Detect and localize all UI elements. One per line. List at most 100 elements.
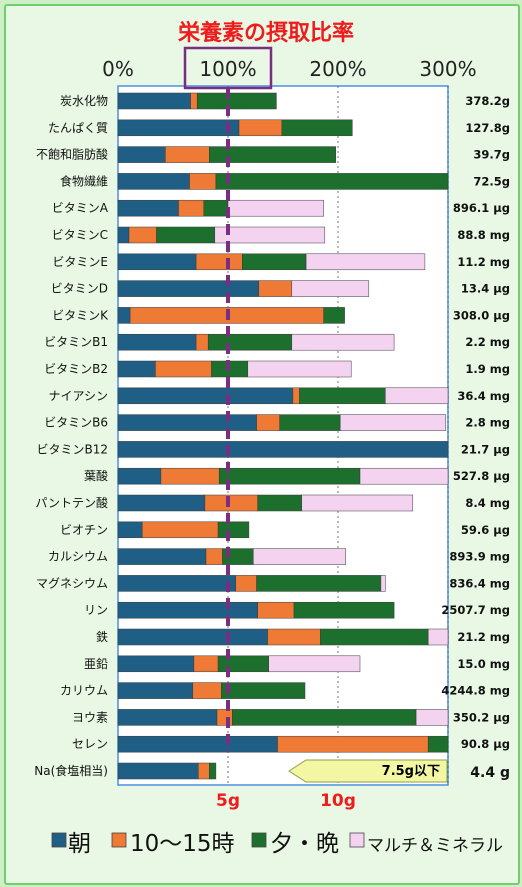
bar-segment bbox=[189, 173, 217, 190]
total-label: 59.6 μg bbox=[461, 523, 510, 537]
bar-segment bbox=[117, 441, 449, 458]
bar-segment bbox=[217, 655, 269, 673]
bar-segment bbox=[215, 173, 449, 190]
bar-segment bbox=[117, 521, 143, 539]
total-label: 13.4 μg bbox=[461, 282, 510, 296]
category-label: パントテン酸 bbox=[35, 495, 108, 510]
total-label: 1.9 mg bbox=[465, 362, 510, 376]
bar-segment bbox=[128, 226, 157, 244]
bar-segment bbox=[195, 253, 243, 271]
bar-segment bbox=[117, 280, 260, 297]
total-label: 72.5g bbox=[473, 174, 510, 188]
bar-segment bbox=[155, 360, 212, 378]
category-label: Na(食塩相当) bbox=[34, 763, 108, 778]
bar-segment bbox=[117, 735, 278, 753]
bar-segment bbox=[156, 226, 216, 244]
bar-segment bbox=[117, 333, 197, 351]
total-label: 39.7g bbox=[473, 148, 510, 162]
bar-segment bbox=[117, 762, 199, 780]
legend-label: マルチ＆ミネラル bbox=[367, 836, 503, 856]
bar-segment bbox=[117, 655, 195, 673]
bar-segment bbox=[385, 387, 449, 405]
category-label: ヨウ素 bbox=[72, 710, 108, 724]
legend-swatch bbox=[349, 832, 365, 848]
category-label: ビタミンC bbox=[52, 228, 108, 242]
bars bbox=[117, 92, 449, 780]
bar-segment bbox=[204, 494, 258, 512]
chart-title: 栄養素の摂取比率 bbox=[177, 20, 354, 46]
bar-segment bbox=[117, 226, 130, 244]
legend-label: 10〜15時 bbox=[130, 831, 235, 857]
legend-label: 朝 bbox=[68, 831, 91, 857]
bar-segment bbox=[117, 575, 236, 592]
category-label: ビタミンK bbox=[52, 308, 109, 322]
legend-swatch bbox=[251, 832, 267, 848]
annotation-arrow bbox=[288, 759, 448, 783]
total-label: 8.4 mg bbox=[465, 496, 510, 510]
bar-segment bbox=[165, 146, 210, 163]
bar-segment bbox=[117, 467, 162, 485]
bar-segment bbox=[193, 655, 219, 673]
total-label: 15.0 mg bbox=[457, 657, 510, 671]
bar-segment bbox=[117, 199, 179, 217]
category-label: セレン bbox=[72, 737, 108, 751]
annotation-text: 7.5g以下 bbox=[382, 764, 440, 779]
bar-segment bbox=[117, 709, 218, 726]
bar-segment bbox=[117, 146, 166, 163]
x-tick-label: 300% bbox=[419, 57, 476, 81]
bar-segment bbox=[207, 333, 293, 351]
legend-label: 夕・晩 bbox=[270, 831, 339, 857]
bar-segment bbox=[257, 494, 302, 512]
bar-segment bbox=[198, 762, 210, 780]
bar-segment bbox=[117, 601, 258, 619]
category-label: ビタミンE bbox=[52, 255, 108, 269]
legend: 朝 10〜15時 夕・晩 マルチ＆ミネラル bbox=[51, 831, 503, 857]
bar-segment bbox=[214, 226, 326, 244]
bar-segment bbox=[281, 119, 353, 137]
bar-segment bbox=[427, 628, 449, 646]
category-label: ビタミンB6 bbox=[44, 416, 108, 430]
total-label: 21.2 mg bbox=[457, 630, 510, 644]
bar-segment bbox=[216, 709, 233, 726]
bar-segment bbox=[267, 628, 321, 646]
bar-segment bbox=[117, 173, 190, 190]
bar-segment bbox=[117, 494, 206, 512]
x-axis-ticks: 0% 100% 200% 300% bbox=[102, 46, 477, 90]
bar-segment bbox=[279, 414, 341, 431]
salt-tick-label: 10g bbox=[320, 791, 356, 811]
bar-segment bbox=[268, 655, 361, 673]
category-label: ナイアシン bbox=[48, 389, 108, 403]
bar-segment bbox=[359, 467, 449, 485]
total-label: 893.9 mg bbox=[449, 550, 510, 564]
bar-segment bbox=[242, 253, 307, 271]
bar-segment bbox=[117, 360, 156, 378]
bar-segment bbox=[247, 360, 352, 378]
bar-segment bbox=[415, 709, 449, 726]
category-label: マグネシウム bbox=[36, 576, 108, 590]
category-label: 食物繊維 bbox=[60, 173, 108, 188]
plot-border bbox=[117, 85, 449, 786]
total-label: 2507.7 mg bbox=[441, 603, 510, 617]
category-label: ビタミンB12 bbox=[36, 442, 108, 456]
category-label: 不飽和脂肪酸 bbox=[36, 147, 108, 162]
salt-axis: 5g 10g bbox=[216, 791, 356, 811]
bar-segment bbox=[258, 280, 293, 297]
bar-segment bbox=[227, 199, 324, 217]
total-label: 527.8 μg bbox=[453, 469, 510, 483]
total-label: 350.2 μg bbox=[453, 710, 510, 724]
total-label: 4.4 g bbox=[470, 765, 510, 781]
category-label: ビタミンA bbox=[52, 201, 109, 215]
bar-segment bbox=[299, 387, 386, 405]
bar-segment bbox=[203, 199, 229, 217]
total-label: 88.8 mg bbox=[457, 228, 510, 242]
bar-segment bbox=[117, 628, 268, 646]
total-label: 11.2 mg bbox=[457, 255, 510, 269]
total-label: 896.1 μg bbox=[453, 201, 510, 215]
bar-segment bbox=[196, 92, 277, 110]
bar-segment bbox=[232, 709, 417, 726]
total-label: 308.0 μg bbox=[453, 308, 510, 322]
total-label: 127.8g bbox=[465, 121, 510, 135]
category-label: 葉酸 bbox=[84, 468, 108, 483]
bar-segment bbox=[117, 119, 240, 137]
